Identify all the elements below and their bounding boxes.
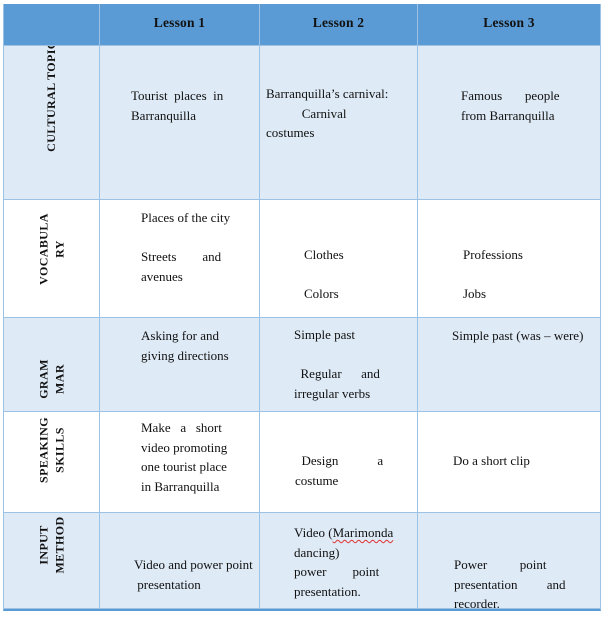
header-corner-cell	[4, 4, 100, 46]
row-header-label: VOCABULA RY	[35, 213, 66, 285]
cell-grammar-lesson-1: Asking for and giving directions	[100, 318, 260, 412]
row-header-cultural-topic: CULTURAL TOPIC	[4, 46, 100, 200]
cell-grammar-lesson-3: Simple past (was – were)	[418, 318, 600, 412]
cell-vocabulary-lesson-1: Places of the city Streets and avenues	[100, 200, 260, 318]
row-header-label: SPEAKING SKILLS	[35, 417, 66, 483]
row-header-label: INPUT METHOD	[35, 516, 66, 574]
cell-vocabulary-lesson-3: Professions Jobs	[418, 200, 600, 318]
cell-input-method-lesson-2: Video (Marimonda dancing) power point pr…	[260, 513, 418, 609]
row-header-speaking-skills: SPEAKING SKILLS	[4, 412, 100, 513]
header-lesson-2: Lesson 2	[260, 4, 418, 46]
cell-vocabulary-lesson-2: Clothes Colors	[260, 200, 418, 318]
cell-text-suffix: dancing) power point presentation.	[294, 544, 380, 599]
cell-speaking-skills-lesson-3: Do a short clip	[418, 412, 600, 513]
cell-input-method-lesson-1: Video and power point presentation	[100, 513, 260, 609]
cell-speaking-skills-lesson-2: Design a costume	[260, 412, 418, 513]
header-lesson-1: Lesson 1	[100, 4, 260, 46]
cell-grammar-lesson-2: Simple past Regular and irregular verbs	[260, 318, 418, 412]
row-header-grammar: GRAM MAR	[4, 318, 100, 412]
spellcheck-flagged-word: Marimonda	[332, 525, 394, 540]
cell-speaking-skills-lesson-1: Make a short video promoting one tourist…	[100, 412, 260, 513]
cell-cultural-topic-lesson-3: Famous people from Barranquilla	[418, 46, 600, 200]
cell-cultural-topic-lesson-1: Tourist places in Barranquilla	[100, 46, 260, 200]
row-header-vocabulary: VOCABULA RY	[4, 200, 100, 318]
cell-input-method-lesson-3: Power point presentation and recorder.	[418, 513, 600, 609]
header-lesson-3: Lesson 3	[418, 4, 600, 46]
row-header-label: GRAM MAR	[35, 359, 66, 400]
cell-cultural-topic-lesson-2: Barranquilla’s carnival: Carnival costum…	[260, 46, 418, 200]
row-header-input-method: INPUT METHOD	[4, 513, 100, 609]
lesson-plan-table: Lesson 1 Lesson 2 Lesson 3 CULTURAL TOPI…	[3, 4, 601, 611]
row-header-label: CULTURAL TOPIC	[43, 46, 58, 153]
cell-text-prefix: Video (	[294, 525, 333, 540]
